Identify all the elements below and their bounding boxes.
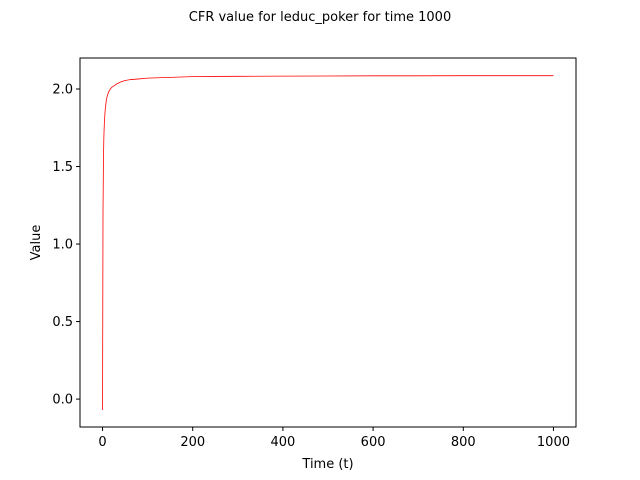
- x-axis-ticks: 0 200 400 600 800 1000: [98, 427, 570, 450]
- y-axis-label: Value: [29, 225, 44, 261]
- x-tick-label: 0: [98, 435, 106, 450]
- plot-area: [79, 57, 577, 428]
- x-tick-label: 1000: [537, 435, 570, 450]
- x-tick-label: 400: [270, 435, 295, 450]
- plot-frame: [79, 57, 577, 428]
- x-tick-label: 600: [361, 435, 386, 450]
- plot-background: [80, 58, 576, 427]
- x-tick-label: 200: [180, 435, 205, 450]
- y-tick-label: 1.0: [52, 238, 73, 253]
- x-axis-label: Time (t): [301, 457, 353, 472]
- series-line: [102, 75, 554, 410]
- y-axis-ticks: 0.0 0.5 1.0 1.5 2.0: [52, 83, 80, 408]
- y-tick-label: 0.5: [52, 315, 73, 330]
- series-layer: [102, 75, 554, 410]
- y-tick-label: 0.0: [52, 393, 73, 408]
- y-tick-label: 1.5: [52, 160, 73, 175]
- x-tick-label: 800: [451, 435, 476, 450]
- y-tick-label: 2.0: [52, 83, 73, 98]
- chart-title: CFR value for leduc_poker for time 1000: [189, 10, 451, 25]
